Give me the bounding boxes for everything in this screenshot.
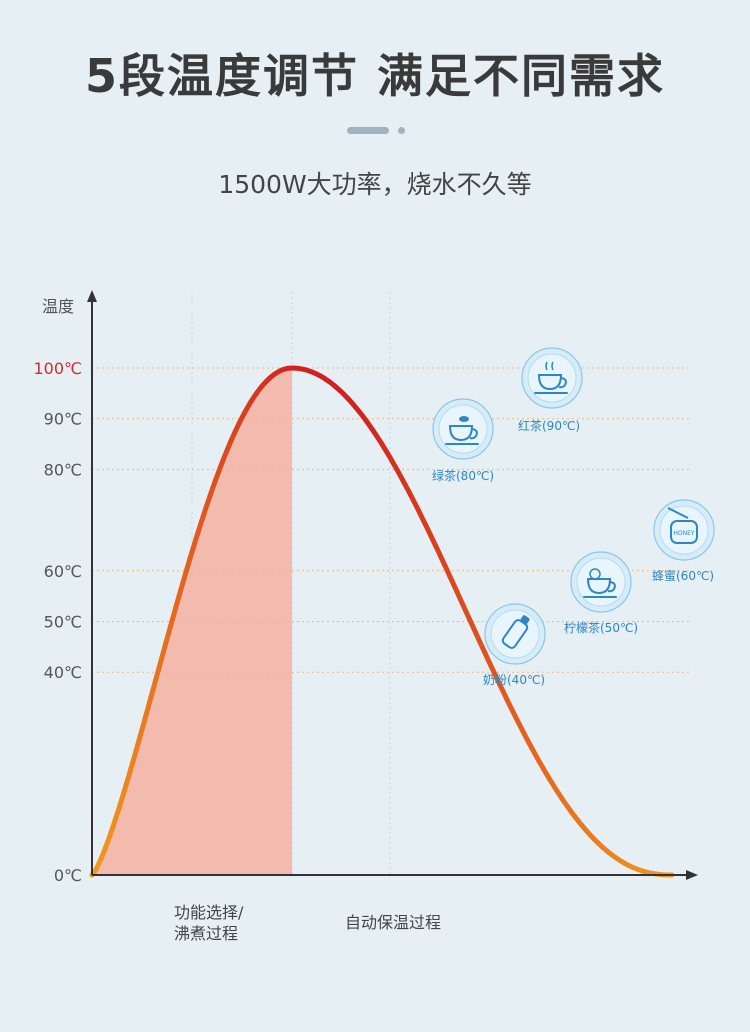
divider-dot bbox=[398, 127, 405, 134]
page-subtitle: 1500W大功率，烧水不久等 bbox=[218, 170, 532, 199]
temperature-curve bbox=[89, 365, 675, 878]
lemon-tea-cup-icon bbox=[570, 551, 632, 613]
honey-jar-text: HONEY bbox=[673, 530, 695, 537]
x-phase-label: 沸煮过程 bbox=[174, 924, 238, 943]
boiling-phase-fill bbox=[92, 368, 292, 875]
page-title: 5段温度调节 满足不同需求 bbox=[84, 49, 666, 103]
chart-axes bbox=[87, 290, 698, 880]
y-tick-label: 0℃ bbox=[54, 866, 82, 885]
beverage-markers: 红茶(90℃) 绿茶(80℃) HONEY 蜂蜜(60℃) 柠檬茶(50℃) 奶粉(40℃… bbox=[432, 347, 715, 687]
beverage-label: 柠檬茶(50℃) bbox=[564, 620, 638, 635]
y-tick-label: 90℃ bbox=[44, 410, 82, 429]
y-tick-label: 40℃ bbox=[44, 663, 82, 682]
y-tick-label: 100℃ bbox=[33, 359, 82, 378]
x-axis-arrow-icon bbox=[686, 870, 698, 880]
y-tick-label: 60℃ bbox=[44, 562, 82, 581]
y-tick-label: 50℃ bbox=[44, 613, 82, 632]
black-tea-cup-icon bbox=[521, 347, 583, 409]
y-axis-label: 温度 bbox=[42, 297, 74, 316]
beverage-label: 红茶(90℃) bbox=[518, 418, 580, 433]
beverage-label: 蜂蜜(60℃) bbox=[652, 568, 714, 583]
x-phase-label: 功能选择/ bbox=[174, 903, 244, 922]
divider-bar bbox=[347, 127, 389, 134]
y-tick-labels: 0℃ 40℃ 50℃ 60℃ 80℃ 90℃ 100℃ bbox=[33, 359, 82, 885]
green-tea-cup-icon bbox=[432, 398, 494, 460]
beverage-label: 绿茶(80℃) bbox=[432, 468, 494, 483]
y-axis-arrow-icon bbox=[87, 290, 97, 302]
x-phase-label: 自动保温过程 bbox=[345, 913, 441, 932]
title-divider bbox=[0, 127, 750, 137]
honey-jar-icon: HONEY bbox=[653, 499, 715, 561]
milk-bottle-icon bbox=[484, 603, 546, 665]
beverage-label: 奶粉(40℃) bbox=[483, 673, 545, 687]
x-phase-labels: 功能选择/沸煮过程 自动保温过程 bbox=[174, 903, 441, 943]
y-tick-label: 80℃ bbox=[44, 460, 82, 479]
